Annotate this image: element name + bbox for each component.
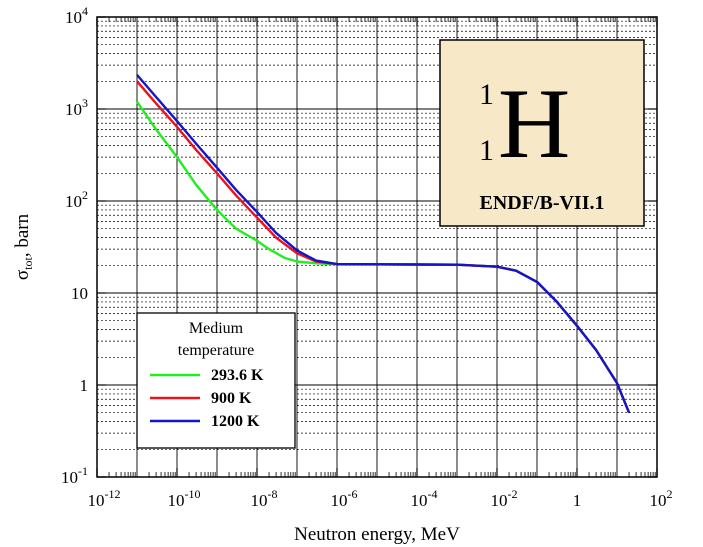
y-axis-title-unit: , barn [12,213,33,257]
x-tick-label-base: 10 [168,491,185,510]
y-tick-label-exponent: -1 [78,464,88,478]
x-tick-label: 1 [573,491,582,510]
x-tick-label-base: 1 [573,491,582,510]
x-tick-label: 10-6 [331,487,358,510]
x-tick-label-base: 10 [411,491,428,510]
y-tick-label-exponent: 3 [82,96,88,110]
x-tick-label-base: 10 [650,491,667,510]
legend-entries: 293.6 K 900 K 1200 K [150,367,264,430]
y-tick-label: 104 [65,4,88,27]
x-tick-label-base: 10 [88,491,105,510]
x-tick-label-base: 10 [251,491,268,510]
y-tick-label: 10 [71,284,88,303]
y-tick-label-base: 10 [65,100,82,119]
y-tick-label-base: 1 [80,376,89,395]
x-tick-label: 10-2 [491,487,518,510]
legend-label: 1200 K [211,413,260,430]
y-tick-label: 1 [80,376,89,395]
legend-title-line-2: temperature [178,342,254,359]
x-tick-label-exponent: -6 [348,487,358,501]
y-tick-label-base: 10 [65,192,82,211]
y-tick-label-base: 10 [65,8,82,27]
axis-ticks [96,16,658,478]
plot-frame [96,16,658,478]
x-tick-label-exponent: 2 [667,487,673,501]
x-tick-labels: 10-12 10-10 10-8 10-6 10-4 10-2 1 102 [88,487,673,510]
y-tick-label-base: 10 [61,468,78,487]
series-line-1200-k [136,74,631,414]
x-tick-label-exponent: -10 [185,487,201,501]
y-tick-label: 103 [65,96,88,119]
y-tick-label-exponent: 4 [82,4,88,18]
legend-title-line-1: Medium [189,320,244,337]
x-tick-label: 102 [650,487,673,510]
x-tick-label-base: 10 [491,491,508,510]
legend-label: 900 K [211,390,252,407]
legend: Medium temperature 293.6 K 900 K 1200 K [136,312,296,449]
element-symbol: H [498,68,570,179]
y-axis-title: σtot, barn [12,213,35,280]
y-tick-label-base: 10 [71,284,88,303]
legend-box [136,312,296,449]
x-tick-label-exponent: -4 [428,487,438,501]
x-tick-label-base: 10 [331,491,348,510]
y-tick-label: 102 [65,188,88,211]
element-library-label: ENDF/B-VII.1 [479,192,604,214]
x-tick-label: 10-10 [168,487,201,510]
element-atomic-number: 1 [479,134,494,167]
x-tick-label-exponent: -2 [508,487,518,501]
legend-label: 293.6 K [211,367,264,384]
x-tick-label: 10-12 [88,487,121,510]
y-tick-label: 10-1 [61,464,88,487]
element-mass-number: 1 [479,78,494,111]
x-tick-label-exponent: -8 [268,487,278,501]
x-tick-label: 10-4 [411,487,438,510]
series-layer [136,74,631,414]
element-box-background [439,39,645,227]
y-tick-label-exponent: 2 [82,188,88,202]
y-axis-title-symbol: σ [12,270,33,280]
element-box: 1 1 H ENDF/B-VII.1 [439,39,645,227]
x-tick-label-exponent: -12 [105,487,121,501]
x-axis-title: Neutron energy, MeV [294,524,460,545]
x-tick-label: 10-8 [251,487,278,510]
y-axis-title-subscript: tot [21,257,35,270]
